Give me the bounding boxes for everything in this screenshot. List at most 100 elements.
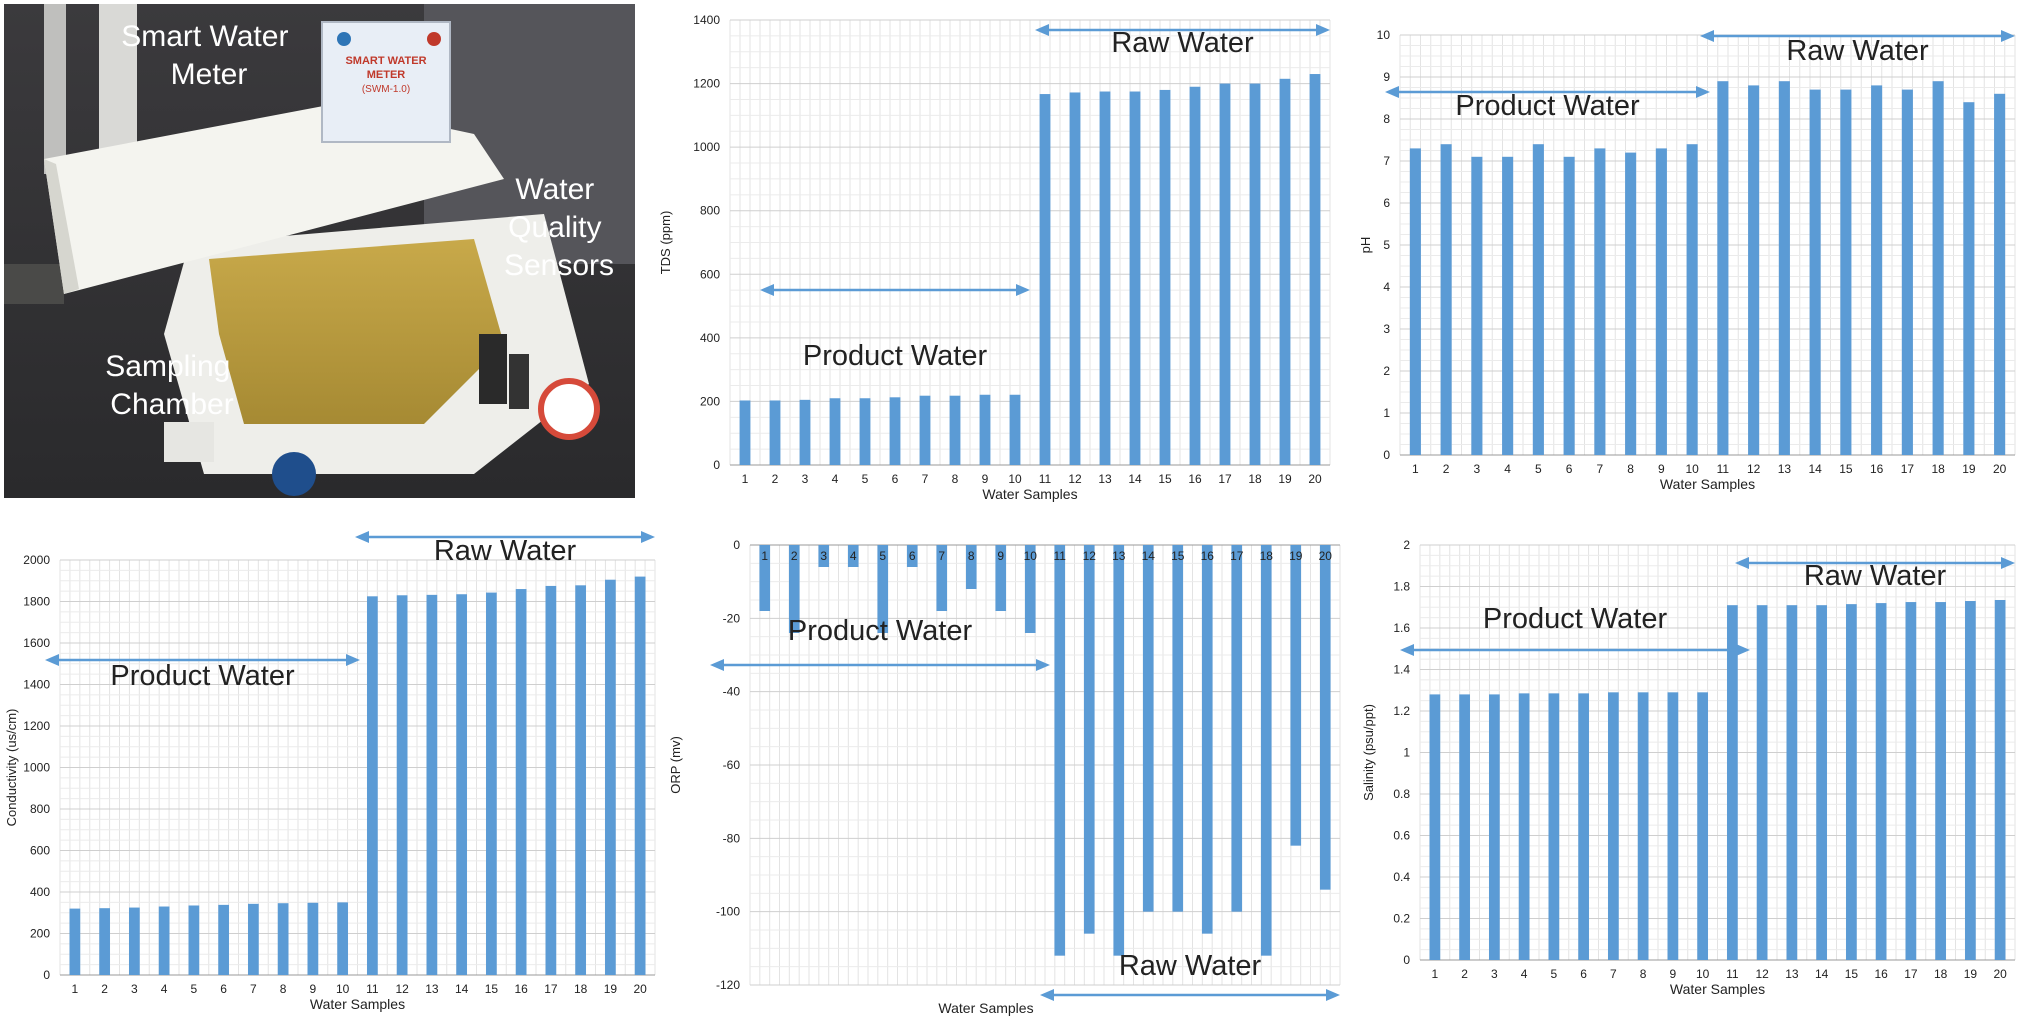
fitting-red — [538, 378, 600, 440]
raw-water-label: Raw Water — [1786, 35, 1929, 67]
bar — [906, 545, 918, 567]
label-chamber: Sampling Chamber — [105, 350, 238, 421]
x-tick-label: 11 — [1726, 967, 1739, 981]
x-tick-label: 10 — [336, 982, 350, 996]
bar — [1717, 81, 1729, 455]
bar — [1309, 74, 1321, 466]
x-tick-label: 14 — [1142, 549, 1156, 563]
x-tick-label: 4 — [832, 472, 839, 486]
product-water-label: Product Water — [1483, 603, 1668, 635]
raw-water-arrow-head-left — [355, 531, 369, 543]
y-tick-label: 1 — [1403, 746, 1410, 760]
y-tick-label: 2 — [1383, 364, 1390, 378]
x-tick-label: 14 — [1815, 967, 1829, 981]
bar — [847, 545, 859, 567]
x-tick-label: 8 — [280, 982, 287, 996]
bar — [1113, 545, 1125, 956]
bar — [69, 908, 81, 975]
x-tick-label: 9 — [997, 549, 1004, 563]
y-tick-label: -40 — [723, 685, 741, 699]
product-water-arrow-head-left — [1385, 86, 1399, 98]
x-tick-label: 13 — [1112, 549, 1126, 563]
chart-sal: 00.20.40.60.811.21.41.61.821 2 3 4 5 6 7 8 9 10 11… — [1361, 538, 2016, 997]
bar — [889, 397, 901, 465]
x-tick-label: 12 — [1747, 462, 1761, 476]
raw-water-label: Raw Water — [1119, 950, 1262, 982]
y-tick-label: 400 — [30, 885, 50, 899]
x-tick-label: 3 — [1474, 462, 1481, 476]
bar — [1249, 83, 1261, 466]
x-tick-label: 1 — [742, 472, 749, 486]
bar — [1471, 156, 1483, 456]
x-tick-label: 13 — [1785, 967, 1799, 981]
bar — [1319, 545, 1331, 890]
y-axis-label: ORP (mv) — [668, 736, 683, 794]
y-tick-label: 1.4 — [1393, 663, 1410, 677]
bar — [1563, 156, 1575, 456]
bar — [1965, 601, 1976, 960]
x-tick-label: 16 — [1201, 549, 1215, 563]
bar — [1489, 694, 1500, 960]
x-axis-label: Water Samples — [982, 486, 1077, 502]
y-tick-label: 0.8 — [1393, 787, 1410, 801]
y-tick-label: 600 — [700, 267, 720, 281]
raw-water-arrow-head-left — [1035, 24, 1049, 36]
y-tick-label: 7 — [1383, 154, 1390, 168]
y-tick-label: 0 — [43, 968, 50, 982]
y-tick-label: 1200 — [23, 719, 50, 733]
bar — [456, 594, 467, 975]
bar — [1290, 545, 1302, 846]
y-axis-label: Conductivity (us/cm) — [4, 709, 19, 827]
y-tick-label: 1600 — [23, 636, 50, 650]
y-tick-label: 1400 — [23, 678, 50, 692]
bar — [1655, 148, 1667, 455]
bar — [1279, 78, 1291, 465]
bar — [1748, 85, 1760, 456]
bar — [1578, 693, 1589, 960]
x-tick-label: 15 — [1839, 462, 1853, 476]
x-tick-label: 20 — [1308, 472, 1322, 486]
bar — [1201, 545, 1213, 934]
x-tick-label: 19 — [1289, 549, 1303, 563]
y-tick-label: 0.4 — [1393, 870, 1410, 884]
y-tick-label: 1.8 — [1393, 580, 1410, 594]
product-water-arrow — [45, 654, 360, 666]
chamber-water — [209, 239, 504, 424]
x-tick-label: 7 — [922, 472, 929, 486]
label-badge — [272, 452, 316, 496]
x-tick-label: 12 — [1083, 549, 1097, 563]
bar — [1932, 81, 1944, 455]
bar — [1905, 602, 1917, 960]
bar — [995, 545, 1007, 611]
bar — [1686, 144, 1698, 455]
raw-water-arrow-head-right — [1326, 989, 1340, 1001]
bar — [277, 903, 289, 975]
x-tick-label: 5 — [1551, 967, 1558, 981]
bar — [129, 907, 140, 975]
x-tick-label: 6 — [220, 982, 227, 996]
y-tick-label: 4 — [1383, 280, 1390, 294]
x-tick-label: 15 — [485, 982, 499, 996]
bar — [1099, 91, 1111, 466]
x-tick-label: 20 — [1993, 462, 2007, 476]
y-tick-label: 1.6 — [1393, 621, 1410, 635]
x-tick-label: 10 — [1008, 472, 1022, 486]
y-tick-label: 1200 — [693, 77, 720, 91]
raw-water-arrow-head-left — [1700, 30, 1714, 42]
y-tick-label: 1000 — [23, 761, 50, 775]
bar — [1994, 599, 2006, 960]
x-tick-label: 5 — [191, 982, 198, 996]
label-meter: Smart Water Meter — [121, 20, 297, 91]
pipe-white-2 — [44, 4, 66, 174]
x-tick-label: 20 — [1319, 549, 1333, 563]
y-tick-label: 600 — [30, 844, 50, 858]
bar — [1129, 91, 1141, 466]
y-tick-label: 0 — [733, 538, 740, 552]
bar — [1054, 545, 1066, 956]
product-water-arrow-head-right — [1016, 284, 1030, 296]
x-tick-label: 2 — [791, 549, 798, 563]
x-tick-label: 10 — [1024, 549, 1038, 563]
x-axis-label: Water Samples — [310, 996, 405, 1012]
x-tick-label: 3 — [802, 472, 809, 486]
x-tick-label: 18 — [1931, 462, 1945, 476]
